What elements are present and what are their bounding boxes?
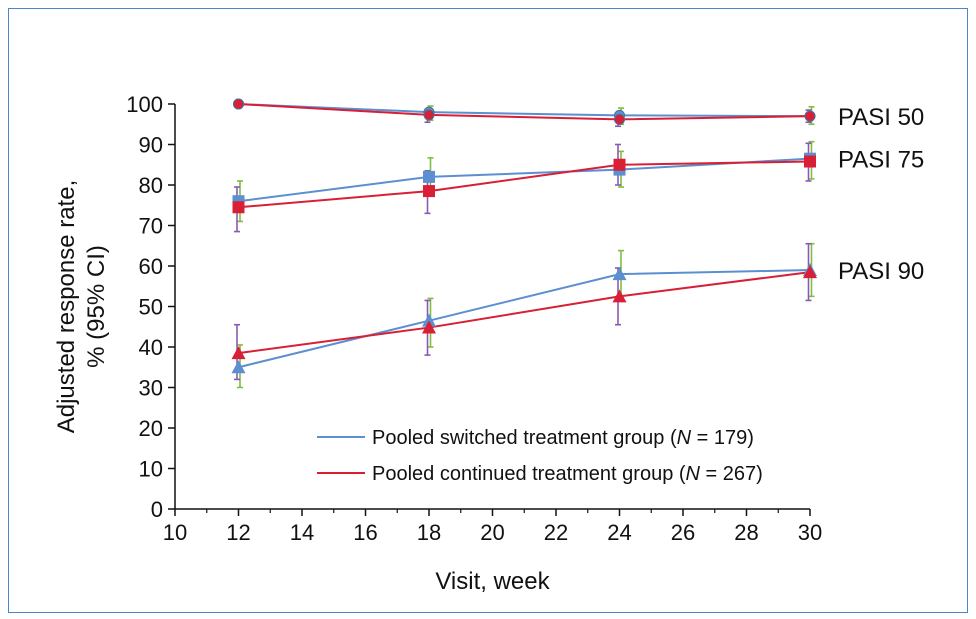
series-label: PASI 90 xyxy=(838,258,924,285)
y-tick-label: 30 xyxy=(139,376,163,401)
y-tick-label: 70 xyxy=(139,214,163,239)
error-bars xyxy=(234,105,815,389)
legend-label: Pooled continued treatment group (N = 26… xyxy=(372,463,763,485)
x-tick-label: 30 xyxy=(798,520,822,545)
circle-marker xyxy=(804,110,816,122)
legend: Pooled switched treatment group (N = 179… xyxy=(317,427,763,485)
y-tick-label: 80 xyxy=(139,173,163,198)
triangle-marker xyxy=(231,360,246,374)
circle-marker xyxy=(233,98,244,110)
y-tick-label: 40 xyxy=(139,335,163,360)
x-tick-label: 14 xyxy=(290,520,314,545)
legend-label: Pooled switched treatment group (N = 179… xyxy=(372,427,754,449)
square-marker xyxy=(232,201,245,214)
switched-line xyxy=(238,269,811,369)
y-tick-label: 10 xyxy=(139,457,163,482)
x-tick-label: 24 xyxy=(607,520,631,545)
markers xyxy=(231,98,817,374)
y-axis-title-line: % (95% CI) xyxy=(83,245,110,368)
triangle-marker xyxy=(422,320,436,334)
triangle-marker xyxy=(231,346,246,360)
triangle-marker xyxy=(422,313,436,327)
triangle-marker xyxy=(612,289,627,303)
continued-line xyxy=(238,103,811,121)
legend-label-rest: = 179) xyxy=(691,427,754,449)
legend-label-rest: = 267) xyxy=(700,463,763,485)
continued-line xyxy=(238,160,811,209)
circle-marker xyxy=(614,113,625,125)
square-marker xyxy=(423,185,435,198)
x-tick-label: 20 xyxy=(480,520,504,545)
triangle-marker xyxy=(612,267,627,281)
circle-marker xyxy=(423,109,435,121)
continued-line xyxy=(238,271,811,355)
x-tick-label: 16 xyxy=(353,520,377,545)
square-marker xyxy=(613,158,626,171)
legend-label-var: N xyxy=(686,463,701,485)
legend-label-text: Pooled switched treatment group ( xyxy=(372,427,677,449)
legend-label-var: N xyxy=(677,427,692,449)
x-tick-label: 18 xyxy=(417,520,441,545)
labels: PASI 50 PASI 75 PASI 90 xyxy=(838,104,924,285)
series-label: PASI 75 xyxy=(838,147,924,174)
series-lines xyxy=(238,103,811,369)
switched-line xyxy=(238,103,811,118)
y-tick-label: 0 xyxy=(151,497,163,522)
square-marker xyxy=(804,155,816,168)
y-tick-label: 60 xyxy=(139,254,163,279)
x-tick-label: 22 xyxy=(544,520,568,545)
y-tick-label: 20 xyxy=(139,416,163,441)
y-tick-label: 90 xyxy=(139,133,163,158)
x-tick-label: 26 xyxy=(671,520,695,545)
x-tick-label: 10 xyxy=(163,520,187,545)
series-label: PASI 50 xyxy=(838,104,924,131)
square-marker xyxy=(423,170,435,183)
y-tick-label: 50 xyxy=(139,295,163,320)
y-tick-label: 100 xyxy=(126,92,163,117)
triangle-marker xyxy=(803,265,817,279)
figure-frame xyxy=(8,8,968,613)
x-tick-label: 28 xyxy=(734,520,758,545)
x-tick-label: 12 xyxy=(226,520,250,545)
switched-line xyxy=(238,157,811,203)
x-axis-title: Visit, week xyxy=(435,568,550,595)
legend-label-text: Pooled continued treatment group ( xyxy=(372,463,686,485)
y-axis-title-line: Adjusted response rate, xyxy=(53,180,80,434)
